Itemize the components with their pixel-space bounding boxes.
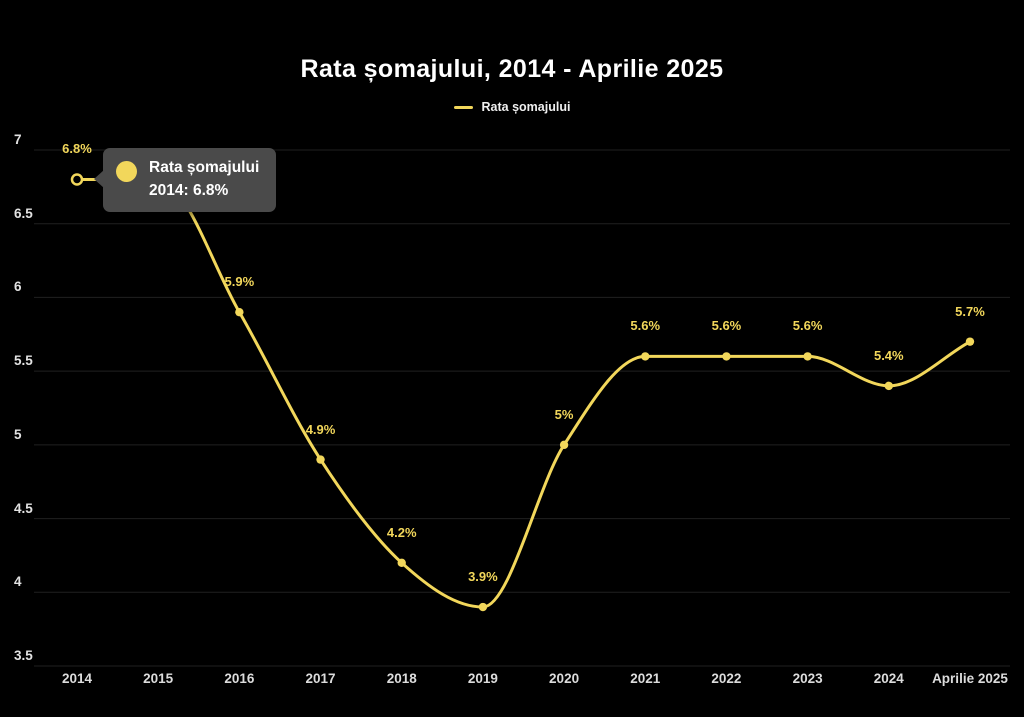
- data-point-marker-active[interactable]: [70, 173, 84, 186]
- y-axis-tick-label: 3.5: [14, 648, 33, 663]
- data-point-marker[interactable]: [722, 352, 731, 361]
- data-point-label: 5.9%: [224, 274, 255, 290]
- chart-title: Rata șomajului, 2014 - Aprilie 2025: [300, 55, 724, 83]
- tooltip-value: 2014: 6.8%: [149, 182, 229, 199]
- data-point-marker[interactable]: [803, 352, 812, 361]
- legend-label: Rata șomajului: [481, 100, 571, 114]
- x-axis-label: 2021: [630, 671, 661, 686]
- tooltip-series-name: Rata șomajului: [149, 159, 260, 176]
- tooltip-arrow-icon: [94, 170, 104, 188]
- data-point-marker[interactable]: [641, 352, 650, 361]
- y-axis-tick-label: 4: [14, 574, 22, 590]
- data-point-label: 5.7%: [955, 303, 985, 319]
- tooltip-body: Rata șomajului 2014: 6.8%: [149, 158, 259, 201]
- tooltip: Rata șomajului 2014: 6.8%: [94, 148, 277, 212]
- series-line: [75, 177, 972, 609]
- data-point-label: 6.8%: [62, 141, 92, 157]
- data-point-marker[interactable]: [884, 381, 893, 391]
- y-axis-tick-label: 4.5: [14, 500, 33, 516]
- x-axis-label: 2017: [305, 671, 336, 686]
- x-axis-label: 2019: [467, 671, 498, 686]
- x-axis-label: 2016: [224, 671, 255, 686]
- data-point-label: 5.4%: [873, 347, 904, 363]
- data-point-marker[interactable]: [316, 455, 325, 464]
- y-axis-tick-label: 7: [14, 132, 22, 147]
- data-point-label: 5%: [554, 406, 574, 422]
- data-point-marker[interactable]: [559, 440, 569, 450]
- x-axis-label: 2020: [549, 671, 580, 686]
- x-axis-label: 2022: [711, 671, 742, 686]
- x-axis-label: 2014: [61, 671, 93, 686]
- y-axis-tick-label: 5.5: [14, 353, 33, 369]
- data-point-label: 5.6%: [630, 318, 661, 334]
- data-point-label: 3.9%: [468, 569, 498, 585]
- y-axis-tick-label: 5: [14, 426, 22, 442]
- data-point-label: 5.6%: [792, 318, 823, 334]
- data-point-label: 4.9%: [305, 421, 336, 437]
- y-axis-tick-label: 6.5: [14, 205, 33, 221]
- x-axis-label: 2024: [873, 671, 904, 686]
- series-dot-icon: [116, 161, 137, 182]
- x-axis-label: Aprilie 2025: [932, 671, 1008, 686]
- data-point-label: 5.6%: [711, 318, 742, 334]
- data-point-marker[interactable]: [478, 602, 488, 612]
- data-point-label: 4.2%: [386, 524, 417, 540]
- data-point-marker[interactable]: [235, 307, 244, 317]
- y-axis-tick-label: 6: [14, 279, 22, 295]
- x-axis-label: 2015: [143, 671, 174, 686]
- x-axis-label: 2023: [792, 671, 823, 686]
- legend[interactable]: Rata șomajului: [0, 98, 1024, 116]
- x-axis-label: 2018: [386, 671, 417, 686]
- data-point-marker[interactable]: [397, 558, 406, 567]
- data-point-marker[interactable]: [965, 337, 975, 346]
- legend-line-swatch-icon: [453, 105, 473, 109]
